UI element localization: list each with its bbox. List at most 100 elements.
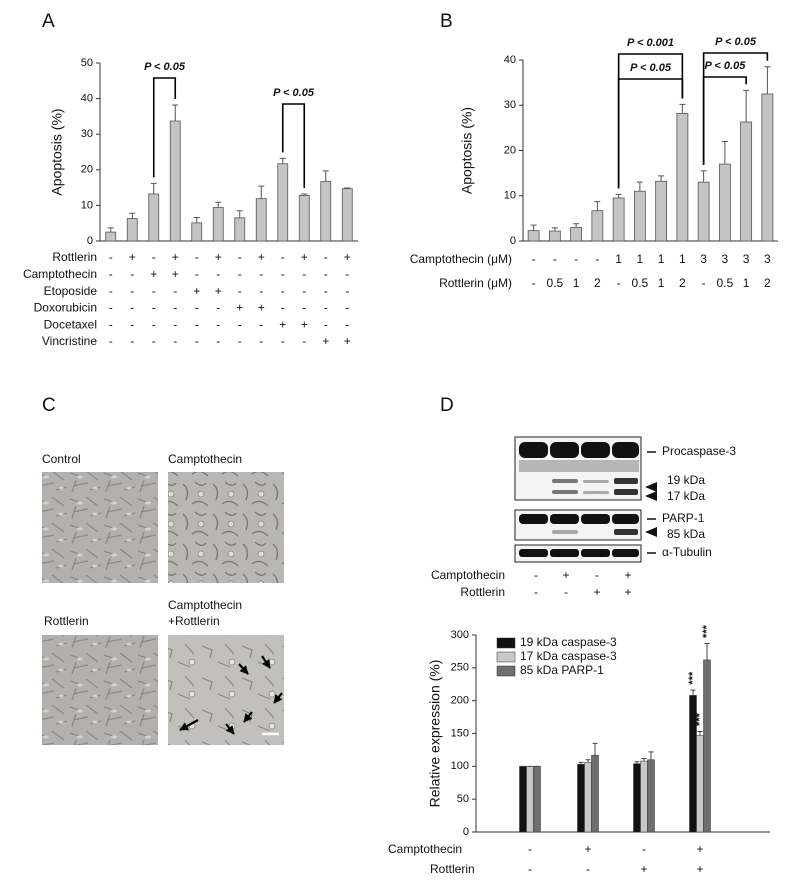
- y-tick-label: 250: [451, 662, 469, 674]
- condition-sign: +: [215, 250, 222, 264]
- y-tick-label: 40: [504, 54, 516, 66]
- condition-sign: -: [532, 276, 536, 290]
- error-bar: [301, 193, 308, 196]
- condition-sign: -: [216, 334, 220, 348]
- condition-sign: -: [152, 317, 156, 331]
- error-bar: [150, 182, 157, 195]
- condition-sign: 1: [615, 252, 622, 266]
- error-bar: [129, 212, 136, 219]
- bar: [696, 735, 704, 833]
- condition-sign: -: [324, 267, 328, 281]
- condition-sign: +: [640, 862, 647, 876]
- condition-sign: +: [258, 301, 265, 315]
- bar: [519, 766, 527, 833]
- condition-sign: 1: [679, 252, 686, 266]
- condition-sign: -: [302, 301, 306, 315]
- bar: [761, 93, 774, 242]
- bar: [548, 230, 561, 242]
- error-bar: [634, 761, 640, 764]
- legend-swatch: [496, 637, 516, 649]
- y-tick-label: 30: [81, 128, 93, 140]
- error-bar: [594, 201, 601, 211]
- significance-bracket: [617, 78, 684, 189]
- condition-sign: 0.5: [547, 276, 564, 290]
- condition-name: Rottlerin: [430, 862, 475, 876]
- condition-sign: +: [696, 842, 703, 856]
- significance-bracket: [702, 76, 747, 165]
- condition-sign: -: [238, 334, 242, 348]
- error-bar: [322, 170, 329, 182]
- y-tick-label: 50: [457, 793, 469, 805]
- condition-sign: -: [259, 317, 263, 331]
- bar: [647, 759, 655, 833]
- condition-sign: -: [259, 284, 263, 298]
- condition-sign: 2: [764, 276, 771, 290]
- error-bar: [592, 742, 598, 756]
- y-tick-label: 300: [451, 629, 469, 641]
- bar: [697, 181, 710, 242]
- condition-sign: -: [302, 284, 306, 298]
- condition-sign: -: [345, 317, 349, 331]
- condition-sign: +: [344, 250, 351, 264]
- panel-label: A: [42, 11, 55, 32]
- band-label: PARP-1: [662, 511, 705, 525]
- bar: [298, 195, 310, 242]
- condition-name: Camptothecin: [431, 568, 505, 582]
- error-bar: [648, 751, 654, 760]
- error-bar: [107, 227, 114, 233]
- condition-sign: -: [238, 284, 242, 298]
- condition-sign: -: [195, 334, 199, 348]
- condition-sign: -: [574, 252, 578, 266]
- bar: [533, 766, 541, 833]
- condition-name: Rottlerin: [52, 250, 97, 264]
- band-label: α-Tubulin: [662, 545, 712, 559]
- condition-sign: -: [302, 334, 306, 348]
- condition-sign: +: [172, 250, 179, 264]
- significance-label: P < 0.05: [144, 61, 186, 73]
- legend-swatch: [496, 665, 516, 677]
- error-bar: [700, 170, 707, 183]
- error-bar: [721, 140, 728, 165]
- condition-sign: +: [301, 317, 308, 331]
- arrows: [179, 655, 283, 735]
- y-tick-label: 50: [81, 57, 93, 69]
- condition-sign: -: [130, 267, 134, 281]
- micrograph-label: Camptothecin: [168, 452, 242, 466]
- bar: [320, 181, 332, 242]
- condition-sign: +: [150, 267, 157, 281]
- condition-sign: -: [281, 267, 285, 281]
- error-bar: [215, 201, 222, 208]
- error-bar: [578, 761, 584, 765]
- y-tick-label: 100: [451, 760, 469, 772]
- condition-sign: -: [302, 267, 306, 281]
- bar: [148, 193, 160, 242]
- condition-sign: -: [173, 334, 177, 348]
- error-bar: [636, 181, 643, 192]
- condition-sign: -: [702, 276, 706, 290]
- condition-sign: -: [534, 568, 538, 582]
- condition-sign: 3: [700, 252, 707, 266]
- condition-sign: -: [345, 284, 349, 298]
- condition-sign: -: [109, 267, 113, 281]
- error-bar: [743, 89, 750, 122]
- bar: [612, 197, 625, 242]
- condition-name: Camptothecin: [23, 267, 97, 281]
- legend-label: 17 kDa caspase-3: [520, 649, 617, 663]
- y-tick-label: 20: [504, 144, 516, 156]
- condition-sign: -: [642, 842, 646, 856]
- condition-sign: +: [258, 250, 265, 264]
- band-label: 19 kDa: [667, 473, 705, 487]
- condition-sign: -: [173, 317, 177, 331]
- error-bar: [764, 66, 771, 94]
- y-tick-label: 30: [504, 99, 516, 111]
- condition-sign: -: [238, 317, 242, 331]
- error-bar: [279, 157, 286, 164]
- y-axis-label: Relative expression (%): [427, 660, 443, 808]
- bar: [633, 190, 646, 242]
- condition-sign: -: [173, 301, 177, 315]
- y-tick-label: 10: [81, 199, 93, 211]
- condition-sign: -: [534, 585, 538, 599]
- condition-sign: +: [279, 317, 286, 331]
- condition-sign: -: [130, 301, 134, 315]
